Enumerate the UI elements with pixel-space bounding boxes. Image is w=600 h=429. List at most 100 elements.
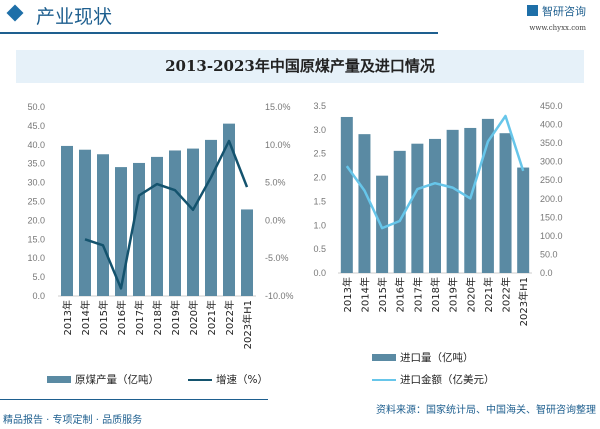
bar [97, 154, 109, 296]
right-axis-tick-label: 100.0 [540, 231, 563, 241]
left-axis-tick-label: 30.0 [27, 178, 45, 188]
x-axis-tick-label: 2014年 [79, 300, 92, 335]
x-axis-tick-label: 2022年 [500, 277, 513, 312]
right-axis-tick-label: 400.0 [540, 120, 563, 130]
x-axis-tick-label: 2015年 [97, 300, 110, 335]
x-axis-tick-label: 2018年 [151, 300, 164, 335]
x-axis-tick-label: 2014年 [358, 277, 371, 312]
bar [79, 149, 91, 296]
bar [481, 118, 494, 273]
right-axis-tick-label: 10.0% [265, 140, 291, 150]
right-axis-tick-label: -5.0% [265, 253, 289, 263]
line-series [84, 139, 249, 290]
left-axis-tick-label: 15.0 [27, 234, 45, 244]
bar [151, 156, 163, 296]
x-axis-tick-label: 2021年 [205, 300, 218, 335]
legend-growth: 增速（%） [188, 372, 268, 387]
right-axis-tick-label: 300.0 [540, 157, 563, 167]
bar [205, 139, 217, 296]
x-axis-tick-label: 2017年 [133, 300, 146, 335]
bar [376, 175, 389, 273]
left-axis-tick-label: 40.0 [27, 140, 45, 150]
legend-bar-swatch [47, 376, 71, 383]
brand-url: www.chyxx.com [529, 24, 586, 32]
x-axis-tick-label: 2023年H1 [517, 277, 530, 326]
x-axis-tick-label: 2016年 [394, 277, 407, 312]
left-axis-tick-label: 50.0 [27, 102, 45, 112]
legend-line-swatch [188, 378, 212, 381]
x-axis-tick-label: 2020年 [187, 300, 200, 335]
header-divider [0, 32, 438, 34]
chart-title: 2013-2023年中国原煤产量及进口情况 [16, 50, 584, 83]
legend-bar-swatch [372, 354, 396, 361]
bar [340, 116, 353, 273]
bar [61, 145, 73, 296]
bar [499, 133, 512, 273]
bar [223, 123, 235, 296]
right-axis-tick-label: 200.0 [540, 194, 563, 204]
legend-label: 增速（%） [216, 374, 268, 386]
legend-label: 原煤产量（亿吨） [75, 374, 159, 386]
bar [358, 134, 371, 273]
bar [446, 129, 459, 273]
brand: 智研咨询 [527, 3, 586, 19]
source-note: 资料来源：国家统计局、中国海关、智研咨询整理 [376, 405, 596, 416]
left-axis-tick-label: 1.0 [313, 220, 326, 230]
right-axis-tick-label: 15.0% [265, 102, 291, 112]
right-axis-tick-label: 250.0 [540, 175, 563, 185]
section-title: 产业现状 [36, 6, 113, 28]
left-axis-tick-label: 35.0 [27, 159, 45, 169]
left-axis-tick-label: 45.0 [27, 121, 45, 131]
x-axis-tick-label: 2013年 [61, 300, 74, 335]
bar [393, 150, 406, 273]
bar [133, 162, 145, 296]
x-axis-tick-label: 2016年 [115, 300, 128, 335]
left-axis-tick-label: 10.0 [27, 253, 45, 263]
bar [241, 209, 253, 296]
legend-line-swatch [372, 378, 396, 381]
brand-name: 智研咨询 [542, 5, 586, 18]
x-axis-tick-label: 2013年 [341, 277, 354, 312]
legend-label: 进口量（亿吨） [400, 352, 474, 364]
bar [187, 148, 199, 296]
footer-tagline: 精品报告 · 专项定制 · 品质服务 [3, 415, 143, 426]
line-series [345, 114, 525, 230]
left-axis-tick-label: 1.5 [313, 196, 326, 206]
left-axis-tick-label: 2.5 [313, 149, 326, 159]
x-axis-tick-label: 2019年 [447, 277, 460, 312]
x-axis-tick-label: 2020年 [464, 277, 477, 312]
right-axis-tick-label: 0.0% [265, 215, 286, 225]
bar [464, 127, 477, 273]
left-axis-tick-label: 20.0 [27, 215, 45, 225]
x-axis-tick-label: 2018年 [429, 277, 442, 312]
legend-production: 原煤产量（亿吨） [47, 372, 159, 387]
x-axis-tick-label: 2017年 [411, 277, 424, 312]
bar [115, 167, 127, 296]
right-axis-tick-label: 50.0 [540, 249, 558, 259]
legend-import-volume: 进口量（亿吨） [372, 350, 474, 365]
right-axis-tick-label: 150.0 [540, 212, 563, 222]
right-axis-tick-label: -10.0% [265, 291, 294, 301]
left-axis-tick-label: 5.0 [32, 272, 45, 282]
right-axis-tick-label: 350.0 [540, 138, 563, 148]
x-axis-tick-label: 2021年 [482, 277, 495, 312]
left-axis-tick-label: 0.5 [313, 244, 326, 254]
right-axis-tick-label: 450.0 [540, 101, 563, 111]
footer-divider [0, 399, 268, 400]
brand-logo-icon [527, 5, 538, 16]
left-axis-tick-label: 0.0 [32, 291, 45, 301]
legend-import-value: 进口金额（亿美元） [372, 372, 495, 387]
legend-label: 进口金额（亿美元） [400, 374, 495, 386]
left-axis-tick-label: 3.0 [313, 125, 326, 135]
left-axis-tick-label: 2.0 [313, 173, 326, 183]
x-axis-tick-label: 2015年 [376, 277, 389, 312]
bar [411, 143, 424, 273]
left-axis-tick-label: 25.0 [27, 197, 45, 207]
x-axis-tick-label: 2022年 [223, 300, 236, 335]
right-axis-tick-label: 0.0 [540, 268, 553, 278]
bar [169, 150, 181, 296]
x-axis-tick-label: 2023年H1 [241, 300, 254, 349]
x-axis-tick-label: 2019年 [169, 300, 182, 335]
left-axis-tick-label: 3.5 [313, 101, 326, 111]
